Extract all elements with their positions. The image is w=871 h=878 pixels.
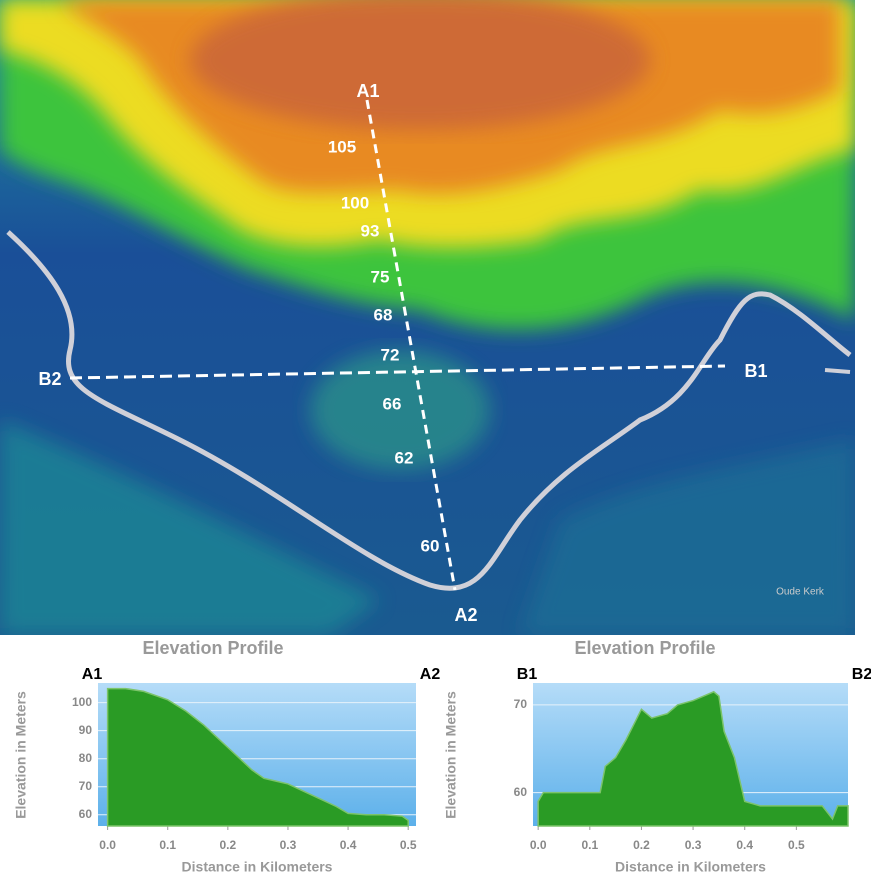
point-label: A1 [356, 81, 379, 101]
x-tick-label: 0.5 [788, 838, 805, 852]
x-tick-label: 0.4 [340, 838, 357, 852]
end-label: B2 [852, 666, 871, 683]
elevation-label: 75 [371, 267, 390, 286]
x-axis-label: Distance in Kilometers [615, 859, 766, 875]
elevation-label: 62 [395, 448, 414, 467]
x-tick-label: 0.3 [280, 838, 297, 852]
x-axis-label: Distance in Kilometers [182, 859, 333, 875]
start-label: A1 [82, 666, 103, 683]
page: A1 A2 B1 B2 Oude Kerk 105 100 93 75 68 72 66 62… [0, 0, 871, 878]
y-axis-label: Elevation in Meters [13, 691, 29, 819]
elevation-label: 72 [381, 345, 400, 364]
x-tick-label: 0.5 [400, 838, 417, 852]
x-tick-label: 0.1 [581, 838, 598, 852]
x-tick-label: 0.1 [159, 838, 176, 852]
chart-title: Elevation Profile [142, 638, 283, 658]
x-tick-label: 0.0 [530, 838, 547, 852]
x-tick-label: 0.2 [633, 838, 650, 852]
elevation-label: 93 [361, 221, 380, 240]
attribution: Oude Kerk [776, 587, 825, 598]
y-tick-label: 60 [79, 807, 93, 821]
point-label: A2 [454, 605, 477, 625]
x-tick-label: 0.4 [736, 838, 753, 852]
y-tick-label: 90 [79, 723, 93, 737]
elevation-label: 100 [341, 193, 369, 212]
point-label: B2 [38, 369, 61, 389]
y-axis-label: Elevation in Meters [443, 691, 459, 819]
elevation-label: 66 [383, 394, 402, 413]
elevation-label: 68 [374, 305, 393, 324]
y-tick-label: 70 [79, 779, 93, 793]
x-tick-label: 0.3 [685, 838, 702, 852]
end-label: A2 [420, 666, 441, 683]
y-tick-label: 100 [72, 695, 92, 709]
y-tick-label: 60 [514, 785, 528, 799]
elevation-label: 105 [328, 137, 356, 156]
point-label: B1 [744, 361, 767, 381]
start-label: B1 [517, 666, 538, 683]
chart-title: Elevation Profile [574, 638, 715, 658]
y-tick-label: 80 [79, 751, 93, 765]
y-tick-label: 70 [514, 697, 528, 711]
x-tick-label: 0.0 [99, 838, 116, 852]
x-tick-label: 0.2 [220, 838, 237, 852]
elevation-label: 60 [421, 536, 440, 555]
